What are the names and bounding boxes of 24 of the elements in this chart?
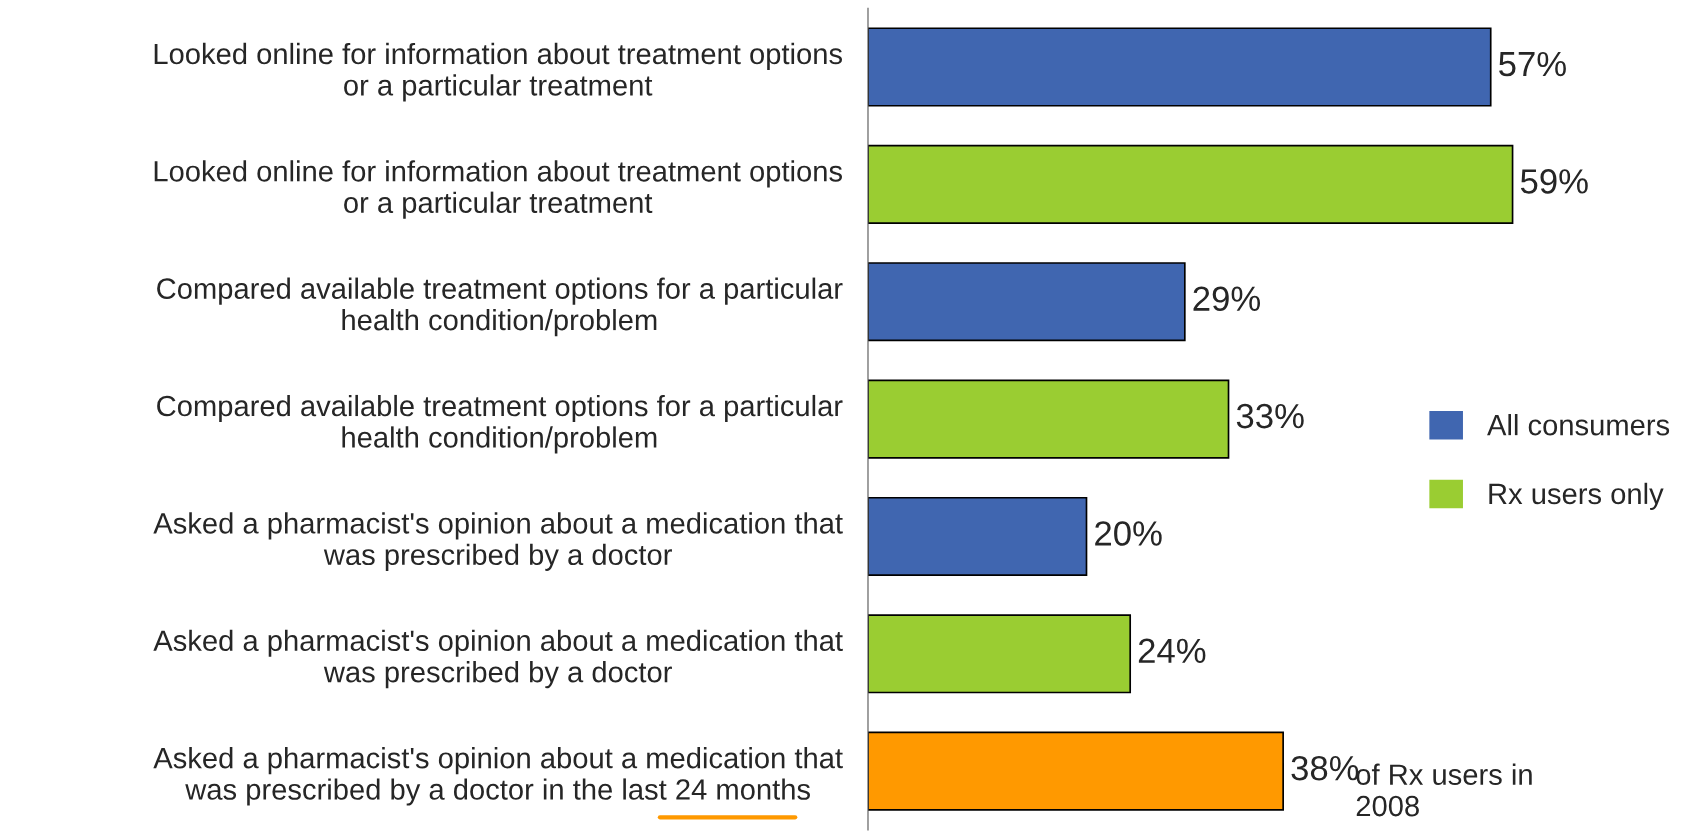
legend-label: All consumers [1487, 414, 1670, 436]
y-tick-label: Asked a pharmacist's opinion about a medication that was prescribed by a doctor [153, 629, 843, 689]
bar [868, 496, 1088, 577]
bar [868, 262, 1186, 342]
y-tick-label: Looked online for information about treatment options or a particular treatment [154, 160, 842, 219]
bar [868, 614, 1132, 694]
bar [868, 144, 1514, 224]
data-label: 38% [1291, 755, 1359, 781]
y-tick-label: Looked online for information about treatment options or a particular treatment [154, 42, 842, 102]
data-label: 59% [1520, 169, 1588, 194]
y-tick-label: Compared available treatment options for a particular health condition/problem [157, 394, 843, 454]
bar [868, 27, 1492, 107]
data-label: 33% [1236, 403, 1304, 429]
data-label: 29% [1193, 286, 1261, 312]
bar [868, 731, 1284, 811]
legend-label: Rx users only [1489, 482, 1664, 510]
data-label: 20% [1095, 521, 1162, 546]
data-label: 57% [1499, 51, 1566, 77]
bar [868, 379, 1230, 459]
y-tick-label: Compared available treatment options for a particular health condition/problem [157, 277, 843, 337]
annotation: of Rx users in 2008 [1356, 763, 1532, 817]
y-tick-label: Asked a pharmacist's opinion about a medication that was prescribed by a doctor in the last 24 months [153, 746, 843, 806]
data-label: 24% [1138, 638, 1206, 663]
y-tick-label: Asked a pharmacist's opinion about a medication that was prescribed by a doctor [153, 512, 843, 571]
